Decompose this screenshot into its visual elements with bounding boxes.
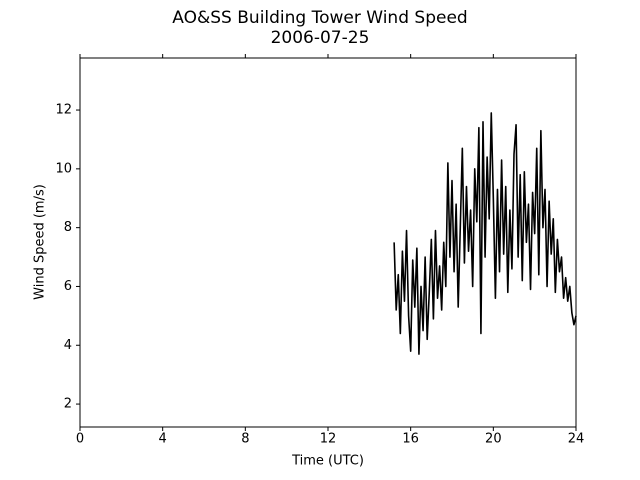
x-tick-label: 8 bbox=[241, 432, 249, 447]
chart-title: AO&SS Building Tower Wind Speed bbox=[172, 8, 467, 28]
x-tick-label: 12 bbox=[320, 432, 337, 447]
x-tick-label: 20 bbox=[485, 432, 502, 447]
y-tick-label: 12 bbox=[55, 103, 72, 118]
data-line bbox=[393, 112, 577, 355]
x-tick-label: 16 bbox=[402, 432, 419, 447]
x-tick-label: 4 bbox=[159, 432, 167, 447]
y-tick-label: 10 bbox=[55, 161, 72, 176]
y-tick-label: 4 bbox=[64, 338, 72, 353]
y-axis-label: Wind Speed (m/s) bbox=[33, 184, 48, 300]
x-axis-label: Time (UTC) bbox=[291, 454, 364, 469]
y-tick-label: 8 bbox=[64, 220, 72, 235]
y-tick-label: 6 bbox=[64, 279, 72, 294]
y-tick-label: 2 bbox=[64, 397, 72, 412]
x-tick-label: 24 bbox=[568, 432, 585, 447]
plot-frame bbox=[79, 57, 577, 428]
chart-subtitle: 2006-07-25 bbox=[271, 28, 370, 48]
x-tick-label: 0 bbox=[76, 432, 84, 447]
